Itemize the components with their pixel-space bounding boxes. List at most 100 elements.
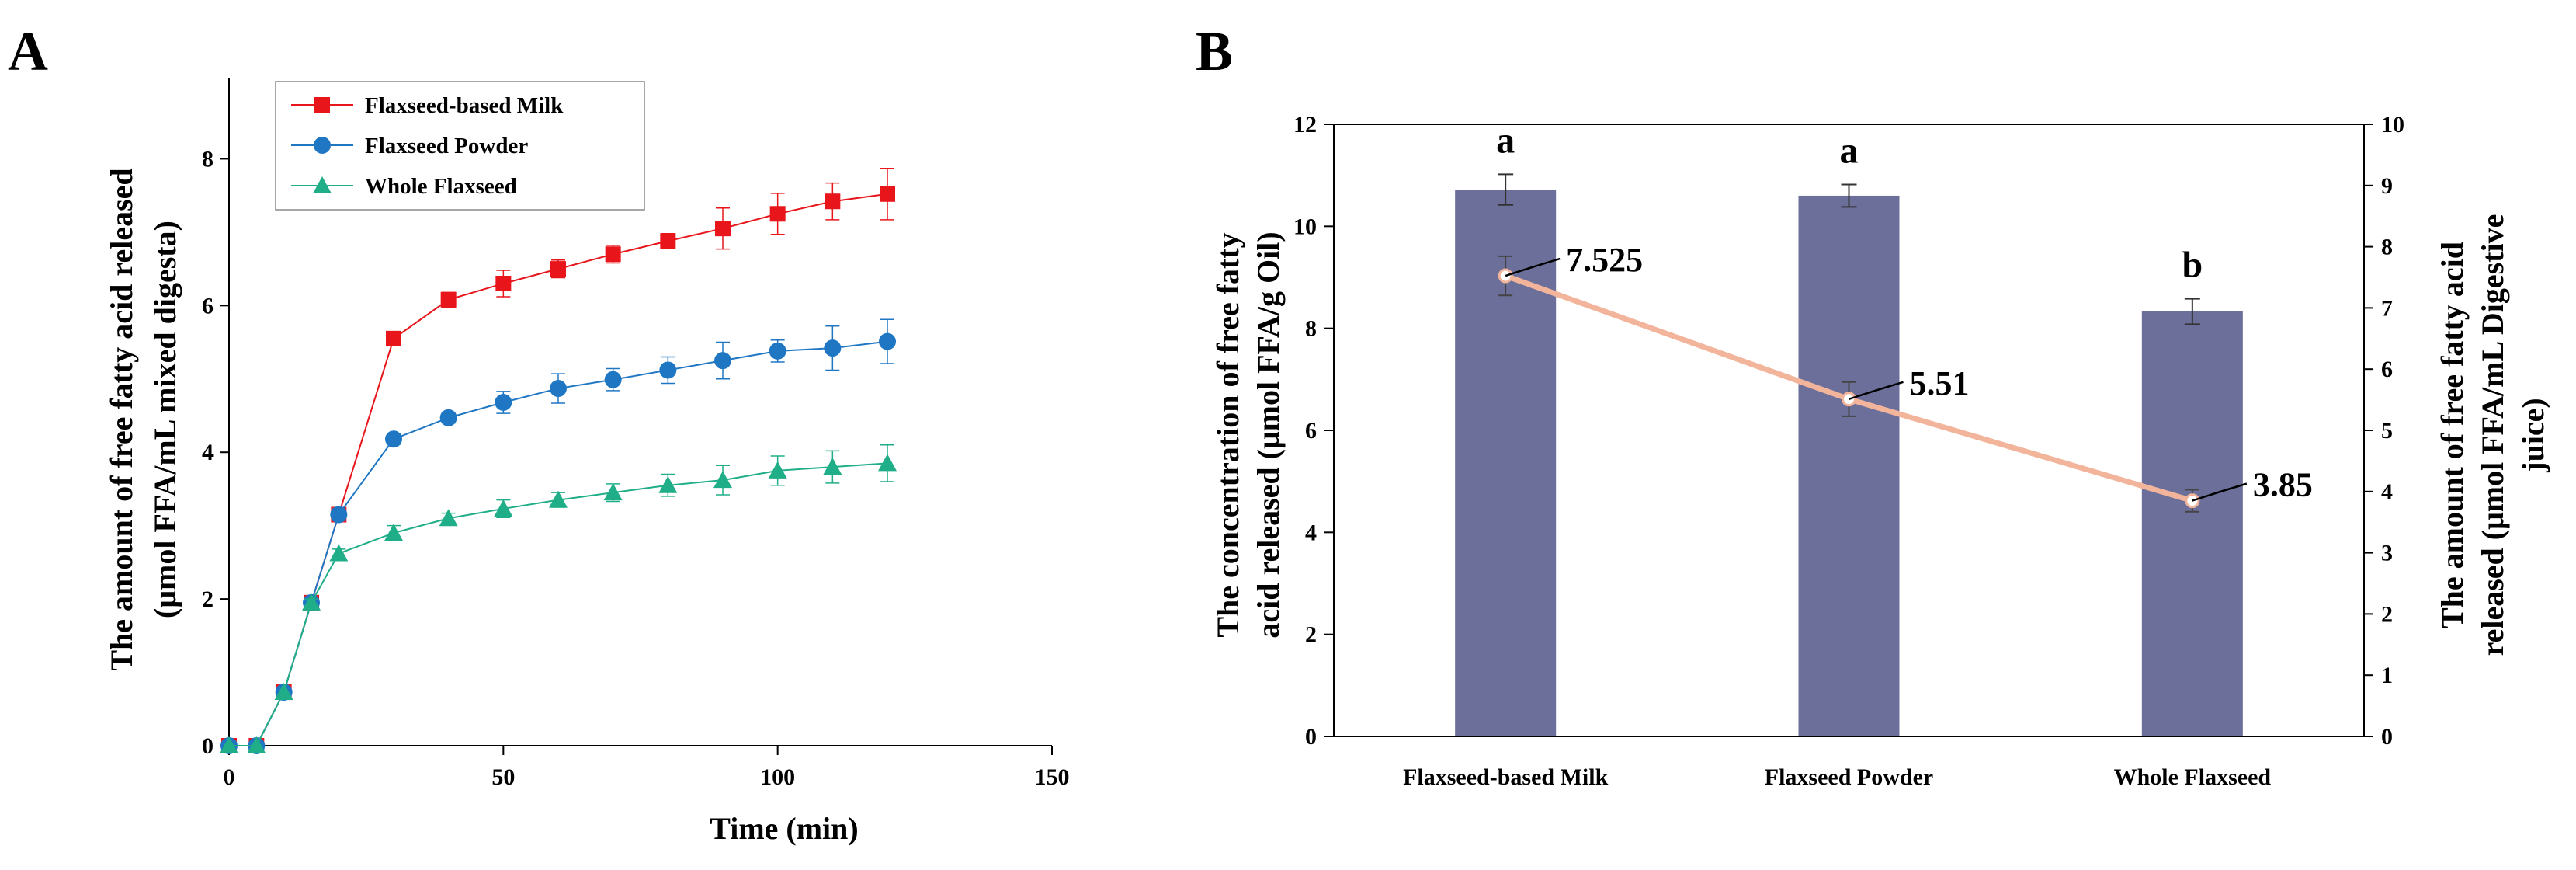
panel-b-right-y-label-line2: released (μmol FFA/mL Digestive xyxy=(2475,214,2510,656)
x-tick-label: 50 xyxy=(491,764,515,790)
data-point xyxy=(825,193,841,210)
data-point xyxy=(659,361,677,379)
line-value-label: 7.525 xyxy=(1566,241,1643,279)
right-tick-label: 10 xyxy=(2381,112,2404,137)
left-tick-label: 2 xyxy=(1305,622,1317,648)
panel-a-x-label: Time (min) xyxy=(710,811,858,846)
right-tick-label: 8 xyxy=(2381,235,2393,260)
y-tick-label: 4 xyxy=(202,440,214,465)
panel-a-legend: Flaxseed-based Milk Flaxseed Powder Whole … xyxy=(275,81,645,211)
left-tick-label: 0 xyxy=(1305,724,1317,750)
panel-b-right-y-label-line3: juice) xyxy=(2515,398,2550,473)
bar xyxy=(2141,311,2243,736)
right-tick-label: 2 xyxy=(2381,601,2393,627)
data-point xyxy=(823,458,842,475)
panel-b-left-y-label-line2: acid released (μmol FFA/g Oil) xyxy=(1251,231,1286,638)
data-point xyxy=(879,332,896,350)
significance-letter: b xyxy=(2182,245,2203,286)
data-point xyxy=(439,409,457,426)
legend-marker xyxy=(314,137,331,154)
data-point xyxy=(550,380,567,398)
panel-a-y-label-line2: (μmol FFA/mL mixed digesta) xyxy=(148,221,182,618)
panel-b-right-ticks: 0 1 2 3 4 5 6 7 8 9 10 xyxy=(2364,112,2404,750)
data-point xyxy=(247,736,266,753)
data-point xyxy=(769,342,786,360)
line-value-label: 3.85 xyxy=(2253,466,2313,504)
left-tick-label: 4 xyxy=(1305,520,1317,545)
data-point xyxy=(824,339,842,357)
label-leader xyxy=(2192,482,2248,502)
data-point xyxy=(549,490,568,508)
left-tick-label: 12 xyxy=(1293,112,1317,137)
category-label: Flaxseed Powder xyxy=(1765,764,1933,790)
series-flaxseed-powder xyxy=(220,318,896,754)
line-value-label: 5.51 xyxy=(1910,364,1970,402)
y-tick-label: 8 xyxy=(202,146,214,172)
bar-group: a xyxy=(1455,120,1557,736)
right-tick-label: 7 xyxy=(2381,295,2393,321)
data-point xyxy=(880,186,895,202)
category-label: Flaxseed-based Milk xyxy=(1403,764,1608,790)
data-point xyxy=(494,499,513,517)
label-leader xyxy=(1849,381,1904,400)
bar xyxy=(1798,195,1900,736)
panel-b-letter: B xyxy=(1196,20,1233,82)
category-label: Whole Flaxseed xyxy=(2114,764,2272,790)
data-point xyxy=(715,221,731,237)
data-point xyxy=(440,291,457,308)
panel-b-left-ticks: 0 2 4 6 8 10 12 xyxy=(1293,112,1334,750)
panel-a-series xyxy=(220,167,897,754)
panel-b-left-y-label: The concentration of free fatty acid rel… xyxy=(1210,231,1286,638)
panel-b-line-series: 7.525 5.51 3.85 xyxy=(1498,241,2313,513)
panel-a-y-label: The amount of free fatty acid released (… xyxy=(104,168,182,670)
x-tick-label: 0 xyxy=(224,764,235,790)
data-point xyxy=(604,371,622,388)
data-point xyxy=(660,233,676,249)
right-tick-label: 4 xyxy=(2381,479,2393,505)
panel-b-categories: Flaxseed-based Milk Flaxseed Powder Whole … xyxy=(1403,764,2271,790)
data-point xyxy=(302,593,321,611)
data-point xyxy=(274,683,293,701)
series-flaxseed-based-milk xyxy=(221,167,895,753)
legend-label: Whole Flaxseed xyxy=(365,174,517,199)
right-tick-label: 5 xyxy=(2381,418,2393,444)
data-point xyxy=(714,352,731,370)
data-point xyxy=(713,471,732,489)
panel-a-x-ticks: 0 50 100 150 xyxy=(224,746,1070,790)
legend-label: Flaxseed-based Milk xyxy=(365,93,564,118)
data-point xyxy=(550,261,566,277)
y-tick-label: 0 xyxy=(202,733,214,759)
right-tick-label: 1 xyxy=(2381,663,2393,688)
bar-group: b xyxy=(2141,245,2243,736)
left-tick-label: 6 xyxy=(1305,418,1317,444)
x-tick-label: 100 xyxy=(760,764,795,790)
data-point xyxy=(386,330,401,346)
x-tick-label: 150 xyxy=(1035,764,1070,790)
data-point xyxy=(658,475,678,493)
data-point xyxy=(329,544,349,562)
panel-a-letter: A xyxy=(8,20,48,82)
panel-a: A 0 50 100 150 0 2 4 6 8 Time (min) The amount … xyxy=(8,20,1070,846)
data-point xyxy=(605,246,621,263)
data-point xyxy=(878,454,897,472)
legend-label: Flaxseed Powder xyxy=(365,134,528,158)
significance-letter: a xyxy=(1496,120,1515,161)
data-point xyxy=(384,524,403,541)
panel-b-bars: a a b xyxy=(1455,120,2243,736)
data-point xyxy=(220,736,238,753)
left-tick-label: 10 xyxy=(1293,214,1317,239)
label-leader xyxy=(1505,257,1561,277)
panel-b-right-y-label: The amount of free fatty acid released (… xyxy=(2435,214,2550,656)
data-point xyxy=(439,509,458,527)
series-whole-flaxseed xyxy=(220,444,897,753)
data-point xyxy=(768,461,787,478)
significance-letter: a xyxy=(1840,130,1859,171)
panel-a-y-label-line1: The amount of free fatty acid released xyxy=(104,168,139,670)
legend-marker xyxy=(313,176,332,193)
right-tick-label: 6 xyxy=(2381,357,2393,382)
bar-group: a xyxy=(1798,130,1900,736)
panel-b-right-y-label-line1: The amount of free fatty acid xyxy=(2435,242,2470,628)
data-point xyxy=(769,206,786,222)
data-point xyxy=(495,276,512,291)
